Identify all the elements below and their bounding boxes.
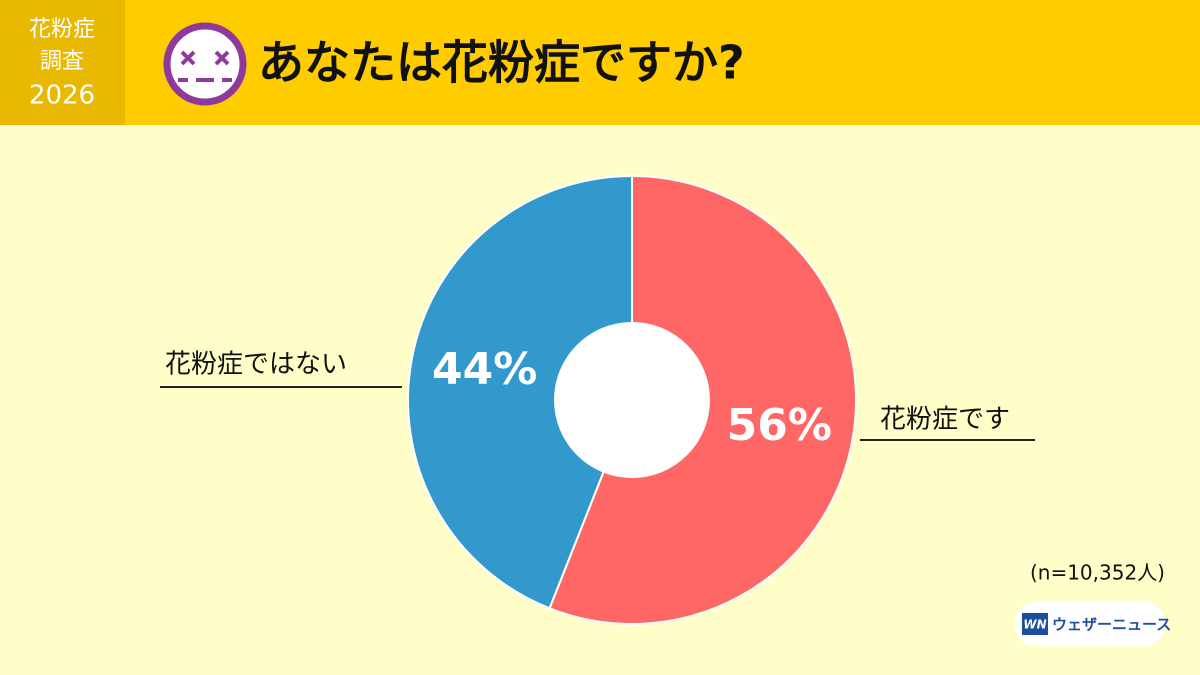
badge-line: 2026: [29, 81, 95, 111]
logo-mark: WN: [1023, 618, 1046, 632]
badge-line: 花粉症: [29, 17, 95, 42]
badge-line: 調査: [40, 49, 84, 74]
value-label: 44%: [432, 344, 537, 395]
pie-slice: [407, 174, 633, 610]
category-label: 花粉症ではない: [165, 350, 347, 380]
chart-title: あなたは花粉症ですか?: [258, 36, 745, 90]
donut-hole: [554, 322, 710, 478]
sample-note: (n=10,352人): [1030, 561, 1165, 585]
face-icon: [163, 22, 247, 106]
category-label: 花粉症です: [880, 405, 1010, 435]
logo-mark-box: [1022, 613, 1048, 635]
value-label: 56%: [727, 400, 832, 451]
logo-box: [1015, 602, 1165, 646]
logo-name: ウェザーニュース: [1052, 616, 1171, 634]
badge: [0, 0, 125, 125]
